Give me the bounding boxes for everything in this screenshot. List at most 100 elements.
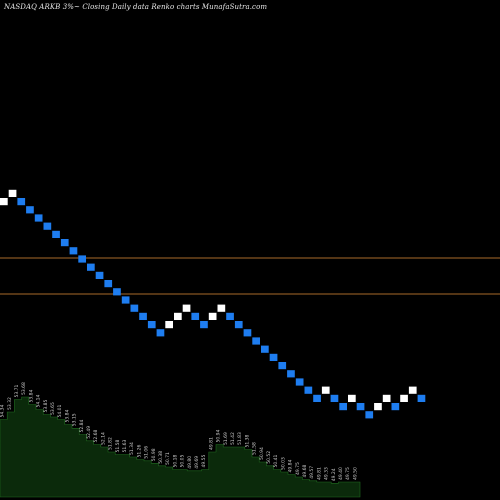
volume-label: 51.42 xyxy=(230,432,236,445)
renko-brick-up xyxy=(182,304,191,312)
renko-brick-down xyxy=(191,312,200,320)
volume-label: 49.81 xyxy=(208,437,214,450)
volume-label: 50.41 xyxy=(273,454,279,467)
volume-label: 53.32 xyxy=(7,397,13,410)
volume-label: 50.03 xyxy=(280,457,286,470)
renko-brick-down xyxy=(365,411,374,419)
volume-label: 53.68 xyxy=(21,382,27,395)
volume-label: 49.55 xyxy=(201,454,207,467)
volume-label: 49.24 xyxy=(331,468,337,481)
renko-brick-down xyxy=(243,329,252,337)
volume-label: 53.84 xyxy=(28,389,34,402)
volume-label: 53.84 xyxy=(64,409,70,422)
volume-label: 49.40 xyxy=(338,467,344,480)
volume-label: 53.71 xyxy=(14,384,20,397)
volume-label: 54.01 xyxy=(57,404,63,417)
renko-brick-up xyxy=(400,394,408,402)
renko-brick-up xyxy=(0,198,8,206)
renko-brick-down xyxy=(147,321,156,329)
volume-label: 49.50 xyxy=(352,467,358,480)
renko-brick-down xyxy=(391,403,400,411)
volume-label: 50.05 xyxy=(180,454,186,467)
renko-brick-down xyxy=(269,353,278,361)
volume-label: 54.34 xyxy=(0,404,6,417)
volume-label: 53.65 xyxy=(50,402,56,415)
renko-brick-down xyxy=(26,206,34,214)
renko-brick-down xyxy=(156,329,165,337)
renko-brick-down xyxy=(113,288,121,296)
volume-label: 51.38 xyxy=(244,434,250,447)
renko-brick-down xyxy=(339,403,347,411)
renko-brick-down xyxy=(121,296,130,304)
renko-brick-down xyxy=(252,337,260,345)
renko-brick-down xyxy=(139,312,147,320)
renko-brick-up xyxy=(174,312,182,320)
renko-brick-up xyxy=(8,189,17,197)
volume-label: 50.18 xyxy=(172,454,178,467)
renko-brick-down xyxy=(287,370,295,378)
volume-label: 51.58 xyxy=(252,442,258,455)
volume-label: 49.81 xyxy=(316,467,322,480)
renko-brick-down xyxy=(69,247,78,255)
volume-label: 49.33 xyxy=(324,467,330,480)
volume-label: 52.14 xyxy=(100,432,106,445)
volume-label: 51.06 xyxy=(144,446,150,459)
volume-label: 50.38 xyxy=(158,451,164,464)
renko-brick-down xyxy=(261,345,269,353)
renko-brick-down xyxy=(356,403,365,411)
renko-brick-down xyxy=(313,394,321,402)
volume-label: 49.75 xyxy=(295,462,301,475)
volume-label: 52.68 xyxy=(93,429,99,442)
volume-area xyxy=(0,396,361,498)
volume-label: 51.58 xyxy=(115,439,121,452)
renko-brick-down xyxy=(17,198,26,206)
renko-brick-down xyxy=(295,378,304,386)
renko-brick-down xyxy=(330,394,339,402)
volume-label: 51.82 xyxy=(108,437,114,450)
renko-brick-down xyxy=(43,222,52,230)
renko-brick-down xyxy=(78,255,86,263)
renko-brick-down xyxy=(417,394,426,402)
volume-label: 52.84 xyxy=(79,419,85,432)
volume-label: 51.63 xyxy=(122,439,128,452)
renko-bricks xyxy=(0,189,426,419)
volume-label: 49.80 xyxy=(187,456,193,469)
volume-label: 51.26 xyxy=(136,444,142,457)
renko-brick-down xyxy=(52,230,60,238)
volume-label: 51.34 xyxy=(129,442,135,455)
renko-brick-down xyxy=(234,321,243,329)
renko-brick-down xyxy=(60,239,69,247)
volume-label: 49.68 xyxy=(302,464,308,477)
renko-brick-down xyxy=(226,312,234,320)
renko-brick-down xyxy=(87,263,95,271)
volume-label: 49.75 xyxy=(345,467,351,480)
renko-brick-down xyxy=(34,214,43,222)
volume-label: 49.57 xyxy=(309,466,315,479)
volume-label: 52.49 xyxy=(86,426,92,439)
volume-label: 50.94 xyxy=(216,429,222,442)
renko-brick-down xyxy=(95,271,104,279)
volume-label: 53.85 xyxy=(43,399,49,412)
renko-brick-up xyxy=(408,386,417,394)
renko-brick-down xyxy=(278,362,287,370)
renko-brick-up xyxy=(374,403,382,411)
renko-brick-up xyxy=(217,304,226,312)
renko-brick-down xyxy=(130,304,139,312)
renko-brick-up xyxy=(165,321,173,329)
volume-label: 51.83 xyxy=(237,432,243,445)
renko-brick-up xyxy=(348,394,356,402)
renko-brick-up xyxy=(208,312,217,320)
renko-brick-up xyxy=(382,394,391,402)
volume-label: 50.71 xyxy=(165,452,171,465)
volume-label: 54.14 xyxy=(36,394,42,407)
volume-label: 50.94 xyxy=(259,447,265,460)
renko-brick-down xyxy=(304,386,313,394)
renko-brick-down xyxy=(104,280,113,288)
chart-title: NASDAQ ARKB 3%~ Closing Daily data Renko… xyxy=(4,3,268,11)
volume-label: 49.84 xyxy=(288,459,294,472)
volume-label: 51.69 xyxy=(223,432,229,445)
renko-brick-down xyxy=(200,321,208,329)
